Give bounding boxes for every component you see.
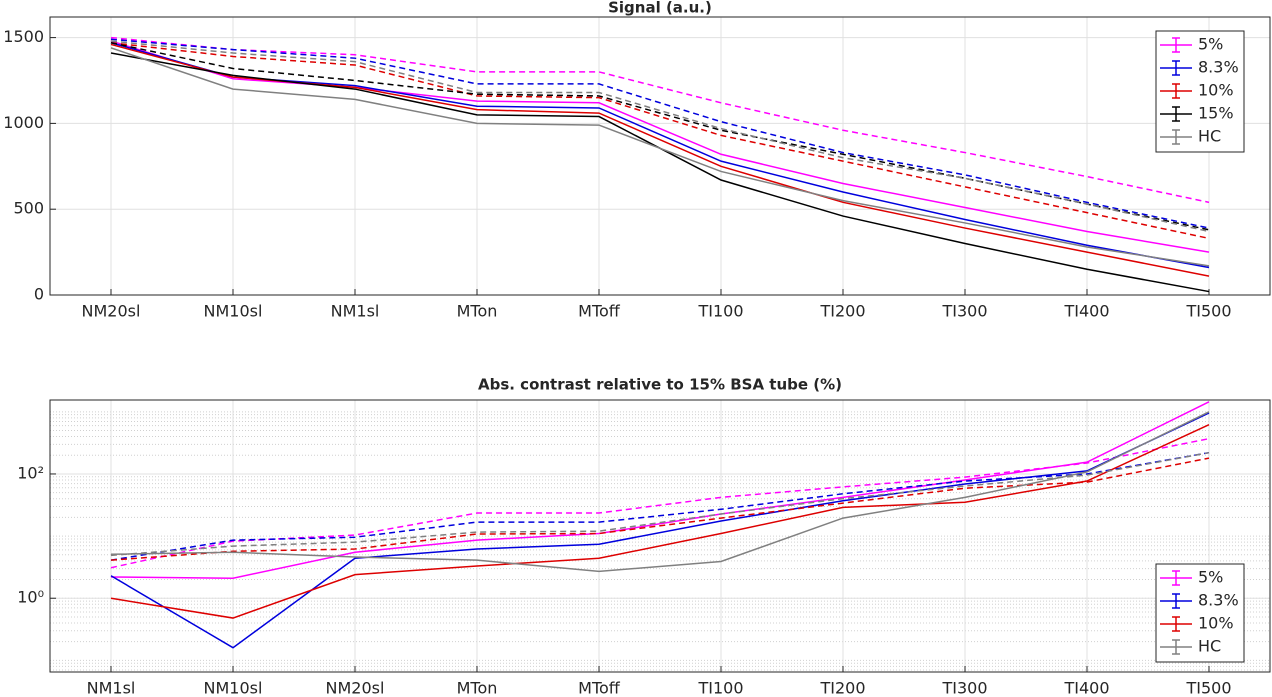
- x-tick-label: TI500: [1185, 302, 1231, 321]
- line: [110, 424, 1210, 619]
- legend-errorbar: [1172, 593, 1180, 609]
- x-tick-label: TI400: [1063, 302, 1109, 321]
- legend-errorbar: [1172, 60, 1180, 76]
- line: [110, 412, 1210, 649]
- x-tick-label: TI400: [1063, 679, 1109, 697]
- legend-errorbar: [1172, 37, 1180, 53]
- line: [110, 43, 1210, 277]
- line: [110, 40, 1210, 253]
- x-tick-label: TI200: [819, 679, 865, 697]
- x-tick-label: NM20sl: [82, 302, 141, 321]
- y-tick-label: 1500: [3, 27, 44, 46]
- dashed-line: [110, 41, 1210, 240]
- dashed-line: [110, 42, 1210, 231]
- x-tick-label: TI100: [697, 679, 743, 697]
- legend-errorbar: [1172, 129, 1180, 145]
- y-tick-label: 500: [13, 199, 44, 218]
- line: [110, 42, 1210, 269]
- line: [110, 47, 1210, 267]
- x-tick-label: TI300: [941, 302, 987, 321]
- legend-label: 5%: [1198, 35, 1223, 54]
- y-tick-label: 10⁰: [17, 588, 44, 607]
- x-tick-label: MToff: [578, 679, 621, 697]
- dashed-line: [110, 36, 1210, 204]
- legend-errorbar: [1172, 570, 1180, 586]
- legend-errorbar: [1172, 83, 1180, 99]
- x-tick-label: TI500: [1185, 679, 1231, 697]
- y-tick-label: 1000: [3, 113, 44, 132]
- dashed-line: [110, 40, 1210, 233]
- line: [110, 401, 1210, 579]
- chart-title: Signal (a.u.): [608, 0, 712, 17]
- x-tick-label: NM10sl: [204, 679, 263, 697]
- dashed-line: [110, 437, 1210, 569]
- legend-label: HC: [1198, 127, 1221, 146]
- y-tick-label: 0: [34, 285, 44, 304]
- y-tick-label: 10²: [17, 463, 44, 482]
- axes-frame: [49, 16, 1271, 296]
- x-tick-label: MToff: [578, 302, 621, 321]
- x-tick-label: MTon: [457, 302, 498, 321]
- x-tick-label: MTon: [457, 679, 498, 697]
- chart-title: Abs. contrast relative to 15% BSA tube (…: [478, 376, 842, 394]
- x-tick-label: TI200: [819, 302, 865, 321]
- legend-label: 8.3%: [1198, 591, 1239, 610]
- legend-errorbar: [1172, 616, 1180, 632]
- legend-label: HC: [1198, 637, 1221, 656]
- x-tick-label: NM20sl: [326, 679, 385, 697]
- dashed-line: [110, 457, 1210, 561]
- x-tick-label: TI300: [941, 679, 987, 697]
- legend-label: 10%: [1198, 614, 1234, 633]
- legend-label: 8.3%: [1198, 58, 1239, 77]
- axes-frame: [49, 399, 1271, 673]
- legend-errorbar: [1172, 106, 1180, 122]
- x-tick-label: TI100: [697, 302, 743, 321]
- dashed-line: [110, 451, 1210, 557]
- legend-label: 5%: [1198, 568, 1223, 587]
- line: [110, 411, 1210, 573]
- legend-label: 15%: [1198, 104, 1234, 123]
- x-tick-label: NM1sl: [87, 679, 136, 697]
- legend-errorbar: [1172, 639, 1180, 655]
- legend: [1155, 563, 1245, 663]
- line: [110, 52, 1210, 293]
- legend-label: 10%: [1198, 81, 1234, 100]
- dashed-line: [110, 38, 1210, 229]
- x-tick-label: NM1sl: [331, 302, 380, 321]
- x-tick-label: NM10sl: [204, 302, 263, 321]
